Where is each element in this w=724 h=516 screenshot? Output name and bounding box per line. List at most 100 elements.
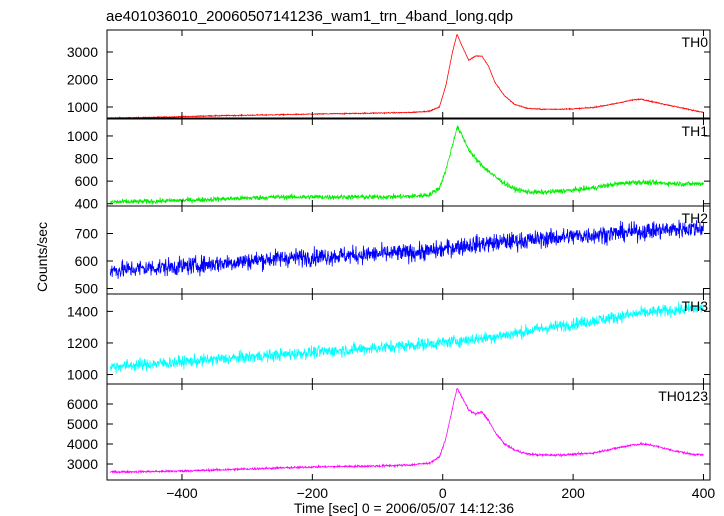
panel-frame — [106, 118, 711, 207]
data-point — [279, 467, 281, 469]
data-point — [487, 65, 489, 67]
x-tick-label: −400 — [166, 485, 198, 501]
data-point — [572, 189, 574, 191]
data-point — [513, 449, 515, 451]
data-point — [689, 109, 691, 111]
data-point — [409, 464, 411, 466]
panel-th1: 400 600 800 1000 TH1 — [67, 118, 711, 212]
data-point — [487, 419, 489, 421]
data-point — [109, 366, 111, 368]
data-point — [246, 468, 248, 470]
data-point — [452, 407, 454, 409]
data-point — [504, 182, 506, 184]
data-point — [181, 266, 183, 268]
y-axis-label: Counts/sec — [34, 222, 50, 292]
data-point — [461, 46, 463, 48]
data-point — [641, 443, 643, 445]
data-point — [429, 343, 431, 345]
data-point — [494, 176, 496, 178]
data-point — [641, 230, 643, 232]
y-tick-label: 600 — [75, 253, 99, 269]
data-point — [513, 103, 515, 105]
y-tick-label: 1000 — [67, 128, 98, 144]
y-tick-label: 2000 — [67, 72, 98, 88]
data-point — [445, 248, 447, 250]
data-point — [487, 336, 489, 338]
data-point — [650, 311, 652, 313]
data-point — [494, 431, 496, 433]
data-point — [556, 325, 558, 327]
data-point — [311, 196, 313, 198]
data-point — [513, 188, 515, 190]
data-point — [181, 361, 183, 363]
panel-frame — [106, 383, 711, 481]
data-point — [461, 340, 463, 342]
series-line-th1 — [109, 125, 704, 205]
data-point — [650, 182, 652, 184]
data-point — [148, 201, 150, 203]
data-point — [214, 469, 216, 471]
data-point — [689, 453, 691, 455]
data-point — [540, 238, 542, 240]
panel-label: TH3 — [682, 298, 709, 314]
series-line-th0123 — [109, 387, 704, 475]
data-point — [468, 244, 470, 246]
data-point — [670, 449, 672, 451]
panel-th0123: 3000 4000 5000 6000 TH0123 — [67, 383, 711, 481]
data-point — [377, 253, 379, 255]
data-point — [650, 444, 652, 446]
data-point — [504, 334, 506, 336]
x-tick-label: −200 — [297, 485, 329, 501]
data-point — [344, 113, 346, 115]
data-point — [474, 244, 476, 246]
data-point — [468, 409, 470, 411]
data-point — [279, 354, 281, 356]
data-point — [527, 191, 529, 193]
series-line-th2 — [109, 219, 704, 279]
data-point — [109, 201, 111, 203]
x-tick-label: 400 — [692, 485, 716, 501]
data-point — [109, 471, 111, 473]
data-point — [494, 242, 496, 244]
data-point — [481, 55, 483, 57]
data-point — [452, 144, 454, 146]
y-tick-label: 700 — [75, 226, 99, 242]
data-point — [311, 256, 313, 258]
data-point — [650, 101, 652, 103]
y-tick-label: 500 — [75, 281, 99, 297]
panel-frame — [106, 29, 711, 119]
data-point — [214, 359, 216, 361]
y-tick-label: 1000 — [67, 367, 98, 383]
data-point — [703, 454, 705, 456]
data-point — [214, 115, 216, 117]
data-point — [631, 99, 633, 101]
data-point — [279, 114, 281, 116]
data-point — [452, 340, 454, 342]
y-tick-label: 3000 — [67, 456, 98, 472]
data-point — [148, 363, 150, 365]
data-point — [631, 181, 633, 183]
data-point — [540, 191, 542, 193]
data-point — [592, 452, 594, 454]
data-point — [439, 456, 441, 458]
data-point — [409, 252, 411, 254]
data-point — [429, 194, 431, 196]
panel-th0: 1000 2000 3000 TH0 — [67, 29, 711, 119]
data-point — [439, 342, 441, 344]
data-point — [311, 466, 313, 468]
panel-label: TH0123 — [658, 388, 708, 404]
data-point — [592, 107, 594, 109]
data-point — [468, 149, 470, 151]
data-point — [148, 267, 150, 269]
data-point — [592, 187, 594, 189]
data-point — [481, 337, 483, 339]
data-point — [650, 230, 652, 232]
data-point — [504, 241, 506, 243]
data-point — [527, 239, 529, 241]
panel-th3: 1000 1200 1400 TH3 — [67, 293, 711, 385]
data-point — [456, 126, 458, 128]
y-tick-label: 1200 — [67, 335, 98, 351]
panel-label: TH2 — [682, 210, 709, 226]
data-point — [513, 240, 515, 242]
